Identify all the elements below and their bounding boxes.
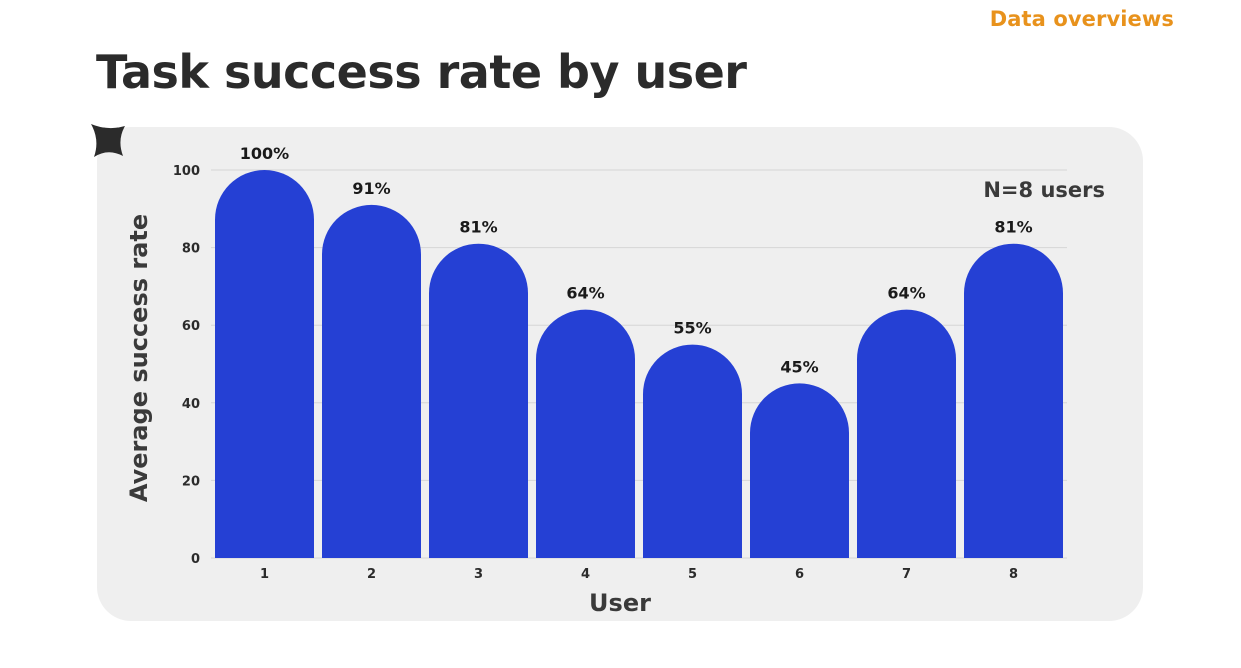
y-tick-label: 40 <box>182 397 200 412</box>
x-tick-label: 5 <box>688 567 697 582</box>
bars <box>215 170 1063 558</box>
bar-user-8 <box>964 243 1063 558</box>
x-tick-label: 4 <box>581 567 590 582</box>
page-title: Task success rate by user <box>96 45 747 99</box>
data-label: 81% <box>994 218 1032 237</box>
section-label: Data overviews <box>989 7 1174 31</box>
bar-user-7 <box>857 309 956 558</box>
x-tick-label: 1 <box>260 567 269 582</box>
bar-user-2 <box>322 204 421 558</box>
y-axis-title: Average success rate <box>125 214 153 502</box>
y-tick-label: 80 <box>182 242 200 257</box>
data-label: 55% <box>673 319 711 338</box>
x-tick-label: 3 <box>474 567 483 582</box>
sample-size-annotation: N=8 users <box>983 178 1105 202</box>
sparkle-icon <box>91 124 125 157</box>
x-axis-ticks: 1 2 3 4 5 6 7 8 <box>260 567 1018 582</box>
x-tick-label: 2 <box>367 567 376 582</box>
y-tick-label: 60 <box>182 319 200 334</box>
bar-user-6 <box>750 383 849 558</box>
y-tick-label: 0 <box>191 552 200 567</box>
bar-user-5 <box>643 344 742 558</box>
y-tick-label: 100 <box>173 164 200 179</box>
y-tick-label: 20 <box>182 474 200 489</box>
x-tick-label: 8 <box>1009 567 1018 582</box>
data-label: 81% <box>459 218 497 237</box>
bar-user-4 <box>536 309 635 558</box>
data-labels: 100% 91% 81% 64% 55% 45% 64% 81% <box>240 144 1033 376</box>
y-axis-ticks: 0 20 40 60 80 100 <box>173 164 200 567</box>
bar-user-3 <box>429 243 528 558</box>
data-label: 45% <box>780 357 818 376</box>
data-label: 91% <box>352 179 390 198</box>
data-label: 64% <box>566 284 604 303</box>
x-axis-title: User <box>589 589 651 617</box>
data-label: 100% <box>240 144 289 163</box>
x-tick-label: 6 <box>795 567 804 582</box>
x-tick-label: 7 <box>902 567 911 582</box>
data-label: 64% <box>887 284 925 303</box>
bar-user-1 <box>215 170 314 558</box>
